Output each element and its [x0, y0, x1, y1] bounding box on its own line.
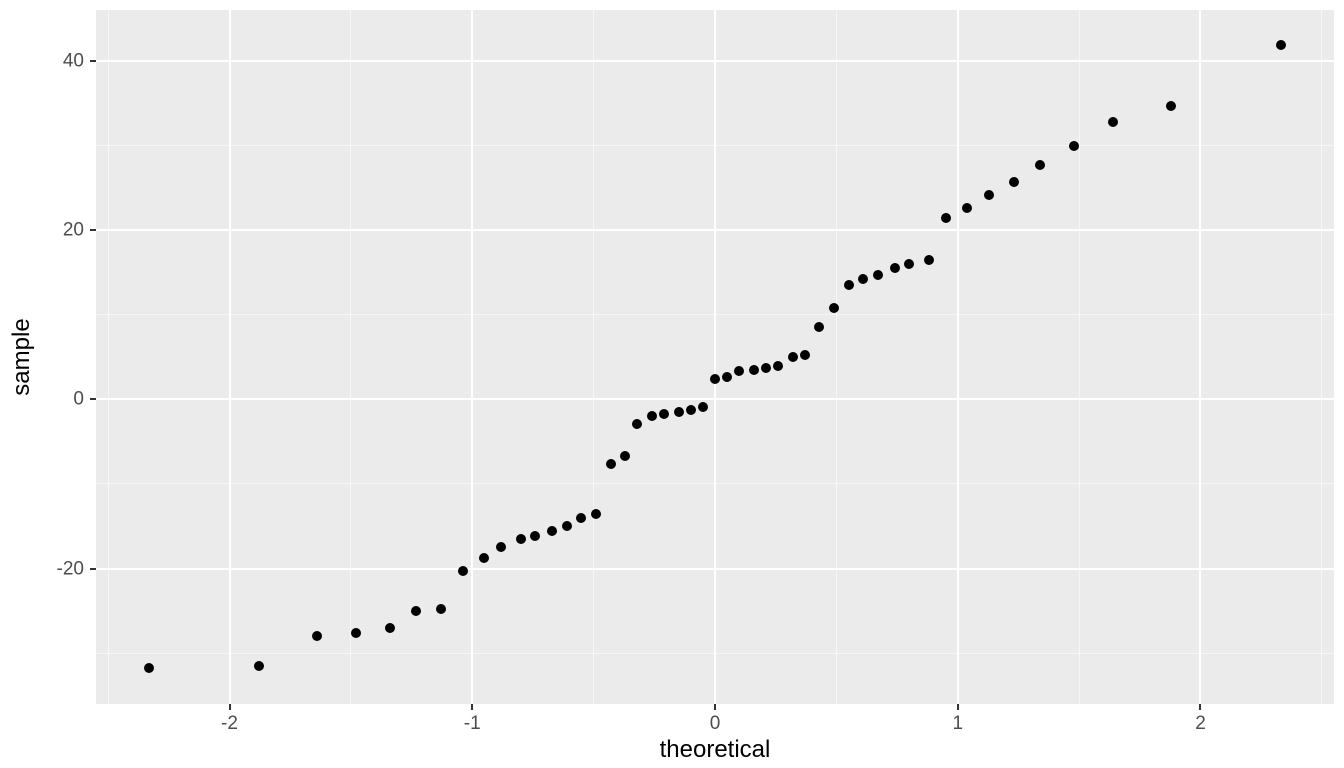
data-point — [496, 542, 506, 552]
data-point — [800, 350, 810, 360]
x-tick — [1199, 704, 1201, 710]
x-axis-title: theoretical — [660, 738, 771, 762]
y-tick-label: 20 — [63, 221, 84, 240]
data-point — [722, 372, 732, 382]
data-point — [1108, 117, 1118, 127]
data-point — [890, 263, 900, 273]
data-point — [458, 566, 468, 576]
grid-major-h — [96, 568, 1334, 570]
x-tick-label: 0 — [710, 714, 721, 733]
grid-major-h — [96, 398, 1334, 400]
data-point — [385, 623, 395, 633]
data-point — [814, 322, 824, 332]
data-point — [479, 553, 489, 563]
data-point — [312, 631, 322, 641]
y-tick-label: 0 — [73, 390, 84, 409]
y-tick — [90, 229, 96, 231]
data-point — [606, 459, 616, 469]
y-tick — [90, 568, 96, 570]
data-point — [1009, 177, 1019, 187]
data-point — [734, 366, 744, 376]
data-point — [788, 352, 798, 362]
x-tick — [229, 704, 231, 710]
qq-plot: -2 -1 0 1 2 -20 0 20 40 theoretical sample — [0, 0, 1344, 768]
x-tick-label: -1 — [464, 714, 481, 733]
data-point — [773, 361, 783, 371]
data-point — [984, 190, 994, 200]
x-tick-label: 1 — [952, 714, 963, 733]
grid-minor-v — [350, 10, 351, 704]
data-point — [962, 203, 972, 213]
grid-major-v — [1199, 10, 1201, 704]
data-point — [144, 663, 154, 673]
data-point — [530, 531, 540, 541]
data-point — [674, 407, 684, 417]
grid-major-h — [96, 60, 1334, 62]
data-point — [1166, 101, 1176, 111]
data-point — [858, 274, 868, 284]
grid-minor-v — [836, 10, 837, 704]
x-tick-label: 2 — [1195, 714, 1206, 733]
data-point — [1035, 160, 1045, 170]
grid-major-v — [957, 10, 959, 704]
x-tick — [957, 704, 959, 710]
grid-major-h — [96, 229, 1334, 231]
data-point — [647, 411, 657, 421]
data-point — [254, 661, 264, 671]
data-point — [591, 509, 601, 519]
data-point — [1276, 40, 1286, 50]
grid-major-v — [229, 10, 231, 704]
data-point — [632, 419, 642, 429]
data-point — [904, 259, 914, 269]
data-point — [761, 363, 771, 373]
x-tick-label: -2 — [221, 714, 238, 733]
y-tick — [90, 60, 96, 62]
grid-minor-v — [1079, 10, 1080, 704]
x-tick — [714, 704, 716, 710]
data-point — [1069, 141, 1079, 151]
grid-minor-v — [593, 10, 594, 704]
y-tick — [90, 398, 96, 400]
y-tick-label: 40 — [63, 51, 84, 70]
grid-minor-v — [108, 10, 109, 704]
grid-major-v — [714, 10, 716, 704]
plot-panel — [96, 10, 1334, 704]
data-point — [749, 365, 759, 375]
data-point — [698, 402, 708, 412]
grid-major-v — [471, 10, 473, 704]
data-point — [436, 604, 446, 614]
y-axis-title: sample — [10, 318, 34, 395]
data-point — [516, 534, 526, 544]
data-point — [941, 213, 951, 223]
data-point — [686, 405, 696, 415]
data-point — [873, 270, 883, 280]
data-point — [924, 255, 934, 265]
data-point — [620, 451, 630, 461]
data-point — [710, 374, 720, 384]
data-point — [351, 628, 361, 638]
data-point — [562, 521, 572, 531]
data-point — [829, 303, 839, 313]
data-point — [547, 526, 557, 536]
data-point — [844, 280, 854, 290]
data-point — [576, 513, 586, 523]
y-tick-label: -20 — [57, 559, 84, 578]
data-point — [411, 606, 421, 616]
x-tick — [471, 704, 473, 710]
grid-minor-v — [1321, 10, 1322, 704]
data-point — [659, 409, 669, 419]
